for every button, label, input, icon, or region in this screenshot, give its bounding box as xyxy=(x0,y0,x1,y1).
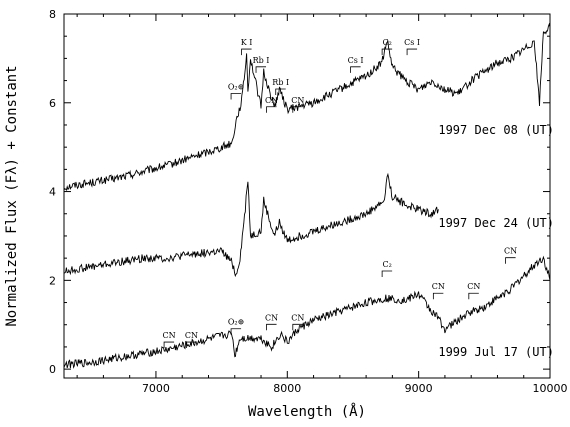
y-tick-label: 4 xyxy=(49,186,56,199)
annotation-label: Cs I xyxy=(404,38,420,47)
spectrum-series-3 xyxy=(63,255,551,369)
epoch-label: 1997 Dec 08 (UT) xyxy=(438,123,554,137)
annotation-marker xyxy=(255,66,267,73)
annotation-marker xyxy=(381,270,393,278)
y-axis-title: Normalized Flux (Fλ) + Constant xyxy=(4,65,20,326)
annotation-marker xyxy=(406,48,418,56)
annotation-label: C₂ xyxy=(382,260,391,269)
annotation-label: Rb I xyxy=(272,78,289,87)
epoch-label-layer: 1997 Dec 08 (UT) 1997 Dec 24 (UT) 1999 Jul… xyxy=(438,123,554,359)
annotation-label: CN xyxy=(291,313,304,322)
annotation-label: CN xyxy=(504,247,517,256)
annotation-label: CN xyxy=(265,96,278,105)
annotation-marker xyxy=(468,292,479,300)
x-tick-label: 8000 xyxy=(273,382,301,395)
annotation-label: CN xyxy=(432,282,445,291)
x-tick-label: 9000 xyxy=(405,382,433,395)
x-tick-label: 10000 xyxy=(533,382,568,395)
annotation-marker xyxy=(292,323,303,331)
plot-frame xyxy=(63,13,551,379)
annotation-marker xyxy=(432,292,444,300)
annotation-label: Rb I xyxy=(253,56,270,65)
annotation-label: CN xyxy=(467,282,480,291)
epoch-label: 1997 Dec 24 (UT) xyxy=(438,216,554,230)
annotation-label: CN xyxy=(163,331,176,340)
annotation-marker xyxy=(292,106,303,113)
annotation-marker xyxy=(275,88,286,96)
annotation-marker xyxy=(350,66,361,73)
y-tick-label: 6 xyxy=(49,97,56,110)
annotation-label: Cs I xyxy=(348,56,364,65)
x-axis-title: Wavelength (Å) xyxy=(248,403,366,420)
epoch-label: 1999 Jul 17 (UT) xyxy=(438,345,554,359)
annotation-label: K I xyxy=(241,38,253,47)
annotation-marker xyxy=(266,106,277,113)
annotation-label: CN xyxy=(291,96,304,105)
spectrum-series-2 xyxy=(63,172,439,278)
x-tick-label: 7000 xyxy=(142,382,170,395)
annotation-marker xyxy=(230,328,242,335)
annotation-label: CN xyxy=(265,313,278,322)
annotation-marker xyxy=(163,341,175,349)
axis-ticks: 7000 8000 9000 10000 0 2 4 6 8 xyxy=(49,8,568,395)
annotation-label: O₂⊕ xyxy=(228,82,244,91)
y-tick-label: 2 xyxy=(49,274,56,287)
annotation-label: C₂ xyxy=(382,38,391,47)
annotation-marker xyxy=(241,48,252,56)
annotation-label: CN xyxy=(185,331,198,340)
y-tick-label: 8 xyxy=(49,8,56,21)
annotation-label: O₂⊕ xyxy=(228,318,244,327)
annotation-marker xyxy=(381,48,393,56)
annotation-marker xyxy=(266,323,277,331)
annotation-marker xyxy=(186,341,197,349)
annotation-marker xyxy=(505,257,516,264)
series-layer xyxy=(63,22,551,369)
y-tick-label: 0 xyxy=(49,363,56,376)
annotation-marker xyxy=(230,93,242,100)
spectrum-series-1 xyxy=(63,22,551,192)
